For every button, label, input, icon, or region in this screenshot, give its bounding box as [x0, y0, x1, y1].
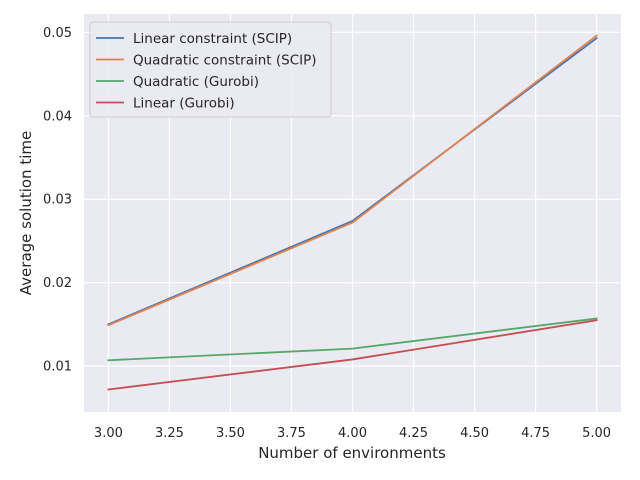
x-axis-ticks: 3.00 3.25 3.50 3.75 4.00 4.25 4.50 4.75 5.00: [94, 426, 611, 441]
x-tick-label: 3.00: [94, 426, 123, 441]
legend-label: Quadratic (Gurobi): [133, 74, 259, 90]
y-tick-label: 0.05: [43, 26, 72, 41]
x-tick-label: 3.50: [216, 426, 245, 441]
series-lines: [107, 34, 598, 391]
y-tick-label: 0.04: [43, 109, 72, 124]
series-line-1: [107, 34, 598, 327]
x-tick-label: 4.00: [338, 426, 367, 441]
legend: Linear constraint (SCIP) Quadratic constr…: [89, 21, 332, 118]
y-axis-ticks: 0.01 0.02 0.03 0.04 0.05: [43, 26, 72, 375]
x-tick-label: 5.00: [582, 426, 611, 441]
y-tick-label: 0.02: [43, 276, 72, 291]
x-tick-label: 4.50: [460, 426, 489, 441]
legend-label: Quadratic constraint (SCIP): [133, 53, 317, 69]
legend-label: Linear (Gurobi): [133, 96, 235, 112]
y-tick-label: 0.01: [43, 360, 72, 375]
legend-box: [89, 21, 332, 118]
x-tick-label: 4.75: [521, 426, 550, 441]
y-tick-label: 0.03: [43, 193, 72, 208]
series-line-2: [107, 317, 598, 362]
x-tick-label: 3.25: [155, 426, 184, 441]
legend-label: Linear constraint (SCIP): [133, 31, 292, 47]
y-axis-label: Average solution time: [17, 131, 35, 295]
x-tick-label: 4.25: [399, 426, 428, 441]
series-line-3: [107, 319, 598, 391]
x-axis-label: Number of environments: [258, 444, 446, 462]
x-tick-label: 3.75: [277, 426, 306, 441]
